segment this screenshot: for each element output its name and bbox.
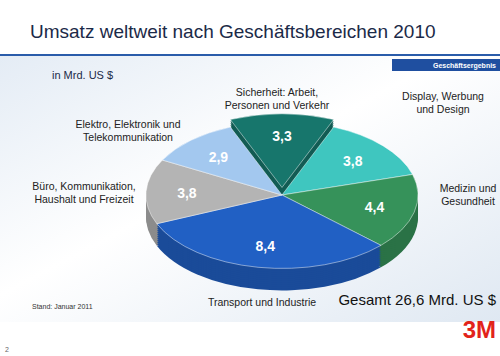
category-label-line: Büro, Kommunikation,	[32, 180, 135, 192]
category-label-line: Elektro, Elektronik und	[75, 118, 180, 130]
panel	[0, 56, 500, 322]
chart-root: Umsatz weltweit nach Geschäftsbereichen …	[0, 0, 500, 356]
data-labels: 3,3 3,8 4,4 8,4 3,8 2,9	[177, 128, 384, 254]
category-label-line: und Design	[416, 103, 469, 115]
chart-svg: Umsatz weltweit nach Geschäftsbereichen …	[0, 0, 500, 356]
annotation: 3M	[463, 316, 496, 343]
category-label: Sicherheit: Arbeit,Personen und Verkehr	[225, 86, 330, 111]
data-label: 3,8	[343, 153, 363, 169]
annotation: 2	[5, 346, 9, 353]
annotation: Geschäftsergebnis	[433, 62, 496, 70]
category-label-line: Medizin und	[440, 182, 497, 194]
title: Umsatz weltweit nach Geschäftsbereichen …	[30, 21, 436, 42]
data-label: 8,4	[255, 238, 275, 254]
data-label: 3,3	[272, 128, 292, 144]
category-label: Elektro, Elektronik undTelekommunikation	[75, 118, 180, 143]
data-label: 3,8	[177, 185, 197, 201]
category-label-line: Gesundheit	[441, 195, 495, 207]
category-label: Medizin undGesundheit	[440, 182, 497, 207]
pie	[146, 114, 418, 290]
category-label-line: Personen und Verkehr	[225, 99, 330, 111]
category-label-line: Transport und Industrie	[208, 296, 316, 308]
background	[0, 0, 500, 356]
category-label-line: Sicherheit: Arbeit,	[236, 86, 318, 98]
category-label-line: Telekommunikation	[83, 131, 173, 143]
annotation: Stand: Januar 2011	[32, 303, 93, 310]
subtitle: in Mrd. US $	[52, 69, 113, 81]
tag-bar	[392, 59, 500, 71]
category-label-line: Display, Werbung	[402, 90, 484, 102]
data-label: 4,4	[365, 199, 385, 215]
category-label: Transport und Industrie	[208, 296, 316, 308]
title-rule	[0, 54, 500, 56]
category-label: Büro, Kommunikation,Haushalt und Freizei…	[32, 180, 135, 205]
plot-area	[146, 114, 418, 290]
data-label: 2,9	[209, 149, 229, 165]
category-label-line: Haushalt und Freizeit	[34, 193, 133, 205]
category-label: Display, Werbungund Design	[402, 90, 484, 115]
annotation: Gesamt 26,6 Mrd. US $	[338, 291, 496, 308]
